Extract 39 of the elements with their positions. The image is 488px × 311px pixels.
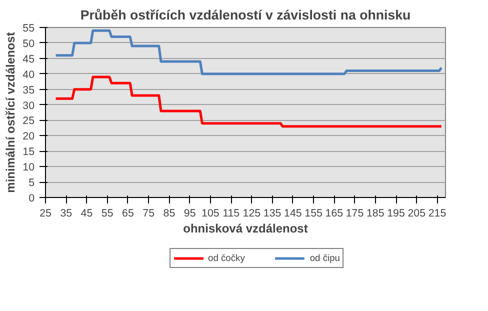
x-tick-label: 55 — [101, 208, 114, 220]
x-tick-label: 185 — [366, 208, 384, 220]
x-axis-title: ohnisková vzdálenost — [183, 222, 308, 236]
y-tick-label: 50 — [22, 38, 35, 50]
y-tick-label: 30 — [22, 100, 35, 112]
x-tick-label: 65 — [122, 208, 134, 220]
x-tick-label: 95 — [184, 208, 196, 220]
y-tick-label: 5 — [28, 177, 35, 190]
y-tick-label: 20 — [22, 130, 35, 143]
x-tick-label: 105 — [202, 208, 220, 220]
y-tick-label: 35 — [22, 84, 35, 96]
x-tick-label: 215 — [428, 208, 446, 220]
x-tick-label: 175 — [346, 208, 364, 220]
y-axis-title: minimální ostřící vzdálenost — [4, 32, 18, 193]
x-tick-label: 145 — [284, 208, 302, 220]
y-tick-label: 45 — [22, 53, 35, 66]
x-tick-label: 45 — [80, 208, 93, 220]
chart-title: Průběh ostřících vzdáleností v závislosti na ohnisku — [80, 8, 411, 22]
x-tick-label: 115 — [222, 208, 240, 220]
x-tick-label: 35 — [60, 208, 72, 220]
line-series — [54, 76, 443, 128]
x-tick-label: 25 — [40, 208, 52, 220]
legend-label: od čočky — [208, 252, 245, 264]
x-tick-label: 165 — [325, 208, 344, 220]
x-tick-label: 195 — [387, 208, 405, 220]
y-tick-label: 10 — [22, 162, 35, 174]
line-series — [54, 29, 443, 76]
y-tick-label: 40 — [22, 68, 35, 81]
x-tick-label: 75 — [142, 208, 155, 220]
y-tick-label: 55 — [22, 22, 35, 34]
y-tick-label: 15 — [22, 146, 35, 158]
y-tick-label: 0 — [28, 192, 35, 204]
x-tick-label: 205 — [408, 208, 426, 220]
x-tick-label: 135 — [263, 208, 282, 220]
x-tick-label: 85 — [163, 208, 176, 220]
x-tick-label: 125 — [242, 208, 261, 220]
legend-label: od čipu — [310, 252, 340, 264]
x-tick-label: 155 — [304, 208, 323, 220]
y-tick-label: 25 — [22, 115, 35, 128]
